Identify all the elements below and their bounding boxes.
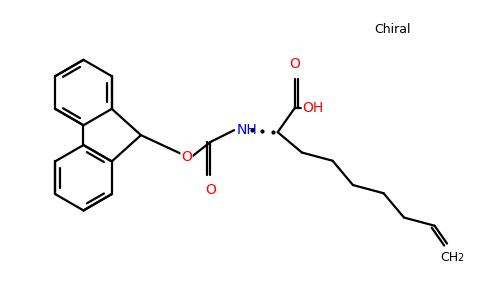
Text: O: O	[205, 183, 216, 197]
Text: NH: NH	[237, 123, 258, 137]
Text: 2: 2	[457, 254, 463, 263]
Text: O: O	[181, 150, 192, 164]
Text: OH: OH	[302, 101, 324, 116]
Text: O: O	[289, 57, 300, 71]
Text: CH: CH	[440, 250, 458, 263]
Text: Chiral: Chiral	[374, 23, 410, 36]
